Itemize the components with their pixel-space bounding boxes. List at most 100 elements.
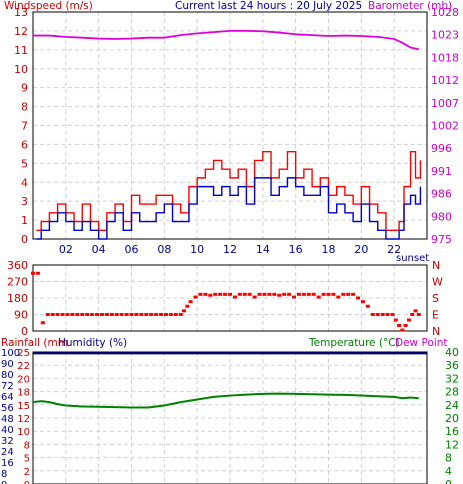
direction-point — [397, 324, 402, 327]
humidity-tick-label: 90 — [1, 359, 14, 370]
direction-point — [80, 313, 85, 316]
wind-tick-label: 1 — [21, 214, 28, 227]
time-tick-label: 02 — [59, 243, 73, 256]
direction-point — [370, 313, 375, 316]
direction-point — [282, 292, 287, 296]
humidity-tick-label: 16 — [1, 458, 14, 469]
direction-point — [326, 292, 331, 296]
compass-tick-label: S — [432, 292, 439, 305]
barometer-axis-label: Barometer (mb) — [368, 0, 452, 12]
direction-point — [311, 292, 316, 296]
direction-point — [277, 293, 282, 297]
direction-point — [316, 295, 321, 299]
wind-tick-label: 0 — [21, 233, 28, 246]
direction-point — [393, 318, 398, 322]
wind-tick-label: 3 — [21, 195, 28, 208]
compass-tick-label: E — [432, 309, 439, 322]
barometer-tick-label: 1002 — [431, 120, 459, 133]
barometer-tick-label: 991 — [431, 165, 452, 178]
humidity-tick-label: 8 — [1, 469, 7, 480]
barometer-tick-label: 1007 — [431, 97, 459, 110]
direction-point — [144, 313, 149, 316]
direction-point — [208, 293, 213, 297]
time-tick-label: 20 — [354, 243, 368, 256]
barometer-tick-label: 1028 — [431, 6, 459, 19]
wind-tick-label: 12 — [14, 25, 28, 38]
direction-point — [35, 271, 40, 275]
humidity-axis-label: Humidity (%) — [58, 337, 127, 349]
time-tick-label: 04 — [92, 243, 106, 256]
direction-point — [232, 295, 237, 299]
direction-point — [351, 292, 356, 296]
direction-point — [301, 292, 306, 296]
direction-point — [70, 313, 75, 316]
direction-point — [346, 292, 351, 296]
direction-point — [185, 304, 190, 308]
direction-point — [272, 292, 277, 296]
compass-tick-label: N — [432, 259, 440, 272]
time-tick-label: 18 — [322, 243, 336, 256]
temperature-tick-label: 36 — [445, 359, 459, 372]
direction-point — [252, 295, 257, 299]
direction-point — [331, 292, 336, 296]
wind-tick-label: 13 — [14, 6, 28, 19]
direction-point — [188, 300, 193, 304]
direction-tick-label: 90 — [14, 309, 28, 322]
wind-tick-label: 10 — [14, 63, 28, 76]
windspeed-axis-label: Windspeed (m/s) — [4, 0, 93, 12]
direction-point — [403, 324, 408, 327]
direction-point — [178, 313, 183, 316]
direction-point — [416, 313, 421, 316]
rain-tick-label: 25 — [17, 348, 30, 359]
temperature-tick-label: 12 — [445, 438, 459, 451]
direction-point — [390, 313, 395, 316]
direction-point — [223, 292, 228, 296]
direction-point — [341, 292, 346, 296]
barometer-tick-label: 1018 — [431, 51, 459, 64]
direction-point — [45, 313, 50, 316]
gust-series-line — [36, 150, 422, 231]
direction-tick-label: 0 — [21, 325, 28, 338]
rain-tick-label: 15 — [17, 401, 30, 412]
direction-point — [242, 292, 247, 296]
direction-point — [218, 292, 223, 296]
barometer-tick-label: 980 — [431, 210, 452, 223]
direction-point — [168, 313, 173, 316]
temperature-tick-label: 20 — [445, 412, 459, 425]
chart-title: Current last 24 hours : 20 July 2025 — [175, 0, 362, 12]
humidity-tick-label: 100 — [1, 348, 20, 359]
humidity-tick-label: 56 — [1, 403, 14, 414]
temperature-tick-label: 0 — [445, 478, 452, 484]
direction-point — [380, 313, 385, 316]
direction-point — [336, 295, 341, 299]
rain-tick-label: 2 — [24, 467, 30, 478]
dewpoint-axis-label: Dew Point — [395, 337, 448, 349]
wind-tick-label: 8 — [21, 101, 28, 114]
temperature-tick-label: 32 — [445, 372, 459, 385]
barometer-tick-label: 996 — [431, 142, 452, 155]
time-tick-label: 14 — [256, 243, 270, 256]
temperature-axis-label: Temperature (°C) — [308, 337, 400, 349]
direction-point — [356, 296, 361, 300]
direction-point — [90, 313, 95, 316]
time-tick-label: 08 — [157, 243, 171, 256]
barometer-tick-label: 1023 — [431, 29, 459, 42]
humidity-tick-label: 80 — [1, 370, 14, 381]
compass-tick-label: N — [432, 325, 440, 338]
direction-point — [99, 313, 104, 316]
direction-point — [321, 292, 326, 296]
rain-tick-label: 12 — [17, 414, 30, 425]
direction-point — [296, 292, 301, 296]
wind-series-line — [36, 177, 422, 240]
direction-point — [75, 313, 80, 316]
direction-point — [31, 271, 35, 275]
direction-point — [95, 313, 100, 316]
direction-point — [292, 295, 297, 299]
direction-tick-label: 360 — [7, 259, 28, 272]
direction-point — [198, 292, 203, 296]
direction-point — [400, 328, 405, 332]
compass-tick-label: W — [432, 276, 443, 289]
wind-tick-label: 11 — [14, 44, 28, 57]
